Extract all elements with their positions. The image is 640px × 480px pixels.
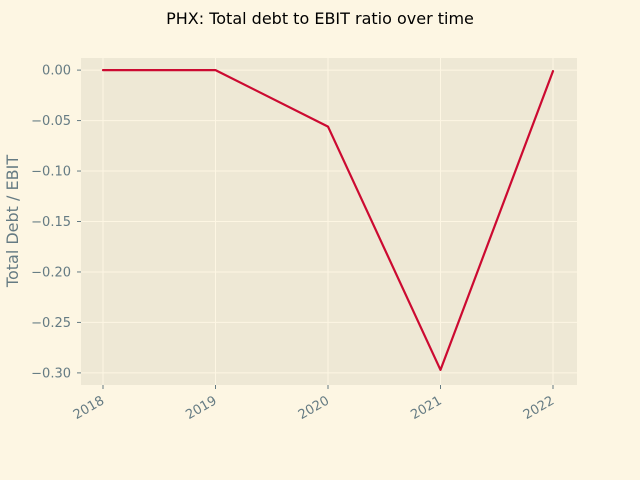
grid bbox=[81, 58, 577, 385]
series-layer bbox=[101, 68, 555, 371]
y-tick-label: −0.05 bbox=[31, 114, 71, 129]
y-axis-ticks: 0.00 −0.05 −0.10 −0.15 −0.20 −0.25 −0.30 bbox=[31, 64, 81, 381]
x-tick-label: 2020 bbox=[296, 393, 332, 423]
y-tick-label: −0.20 bbox=[31, 265, 71, 280]
x-tick-label: 2018 bbox=[71, 393, 107, 423]
y-tick-label: −0.25 bbox=[31, 316, 71, 331]
x-tick-label: 2022 bbox=[521, 393, 557, 423]
y-tick-label: 0.00 bbox=[42, 64, 71, 79]
x-tick-label: 2021 bbox=[408, 393, 444, 423]
x-axis-ticks: 2018 2019 2020 2021 2022 bbox=[71, 385, 557, 423]
series-line bbox=[101, 68, 555, 371]
x-tick-label: 2019 bbox=[183, 393, 219, 423]
y-axis-label: Total Debt / EBIT bbox=[3, 155, 22, 288]
y-tick-label: −0.10 bbox=[31, 165, 71, 180]
y-tick-label: −0.30 bbox=[31, 366, 71, 381]
y-tick-label: −0.15 bbox=[31, 215, 71, 230]
chart-title: PHX: Total debt to EBIT ratio over time bbox=[166, 9, 474, 28]
